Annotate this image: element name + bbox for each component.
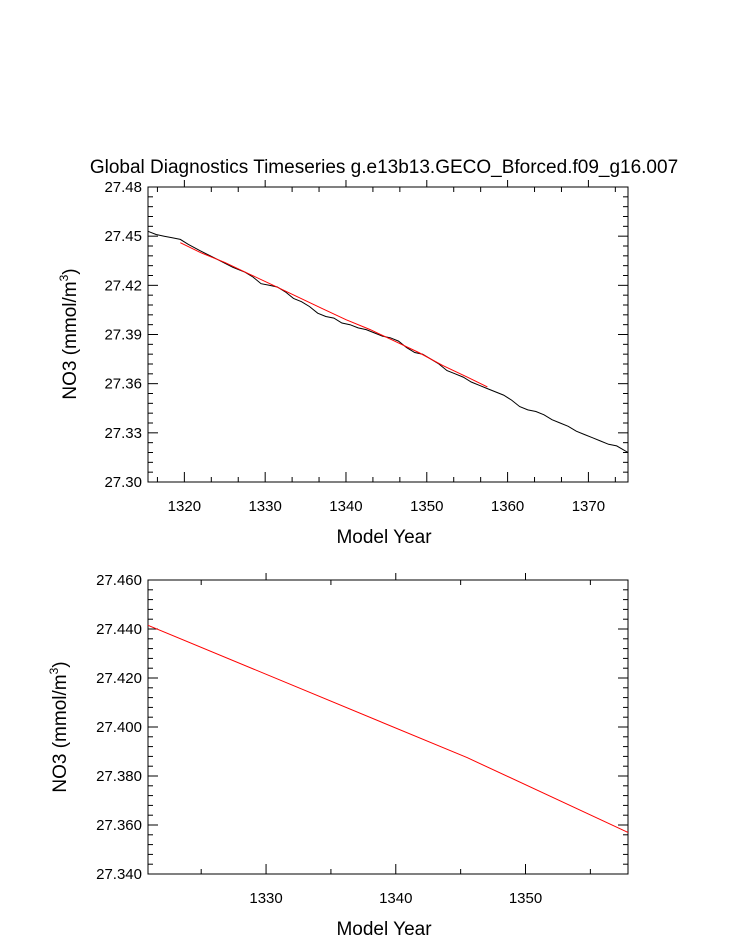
x-tick-labels: 1320 1330 1340 1350 1360 1370 xyxy=(168,498,605,515)
y-axis-title: NO3 (mmol/m3) xyxy=(57,268,81,399)
y-tick-label: 27.45 xyxy=(104,228,142,245)
y-axis-title-suffix: ) xyxy=(50,661,71,667)
x-tick-label: 1330 xyxy=(249,890,282,907)
y-tick-label: 27.340 xyxy=(96,866,142,883)
y-tick-labels: 27.340 27.360 27.380 27.400 27.420 27.440 27.4… xyxy=(96,572,142,883)
y-tick-label: 27.360 xyxy=(96,817,142,834)
series-line-0 xyxy=(147,624,629,833)
series-layer xyxy=(147,624,629,833)
series-layer xyxy=(147,230,629,453)
y-tick-label: 27.380 xyxy=(96,768,142,785)
y-tick-label: 27.420 xyxy=(96,670,142,687)
x-tick-label: 1340 xyxy=(379,890,412,907)
axis-ticks xyxy=(148,180,628,483)
x-tick-label: 1320 xyxy=(168,498,201,515)
y-axis-title-main: NO3 (mmol/m xyxy=(50,674,71,792)
y-tick-labels: 27.30 27.33 27.36 27.39 27.42 27.45 27.48 xyxy=(104,179,142,491)
x-tick-label: 1340 xyxy=(329,498,362,515)
x-axis-title: Model Year xyxy=(336,919,432,940)
x-tick-label: 1370 xyxy=(572,498,605,515)
chart-title: Global Diagnostics Timeseries g.e13b13.G… xyxy=(90,157,678,178)
y-tick-label: 27.440 xyxy=(96,621,142,638)
series-line-0 xyxy=(147,230,629,453)
y-tick-label: 27.36 xyxy=(104,376,142,393)
y-axis-title-main: NO3 (mmol/m xyxy=(60,281,81,399)
y-tick-label: 27.39 xyxy=(104,327,142,344)
x-tick-label: 1360 xyxy=(491,498,524,515)
series-line-1 xyxy=(180,242,488,388)
y-axis-title-superscript: 3 xyxy=(47,667,61,674)
y-tick-label: 27.48 xyxy=(104,179,142,196)
y-tick-label: 27.42 xyxy=(104,277,142,294)
top-panel: Global Diagnostics Timeseries g.e13b13.G… xyxy=(57,157,678,548)
x-axis-title: Model Year xyxy=(336,527,432,548)
y-axis-title-superscript: 3 xyxy=(57,274,71,281)
x-tick-label: 1350 xyxy=(509,890,542,907)
bottom-panel: 1330 1340 1350 27.34027.36027.38027.40027.… xyxy=(47,572,629,940)
y-tick-label: 27.33 xyxy=(104,425,142,442)
axis-ticks xyxy=(148,573,628,875)
y-tick-label: 27.400 xyxy=(96,719,142,736)
x-tick-label: 1330 xyxy=(248,498,281,515)
y-axis-title: NO3 (mmol/m3) xyxy=(47,661,71,792)
plot-frame xyxy=(147,186,629,483)
plot-frame xyxy=(147,579,629,875)
y-tick-label: 27.460 xyxy=(96,572,142,589)
y-tick-label: 27.30 xyxy=(104,474,142,491)
x-tick-labels: 1330 1340 1350 xyxy=(249,890,542,907)
y-axis-title-suffix: ) xyxy=(60,268,81,274)
x-tick-label: 1350 xyxy=(410,498,443,515)
